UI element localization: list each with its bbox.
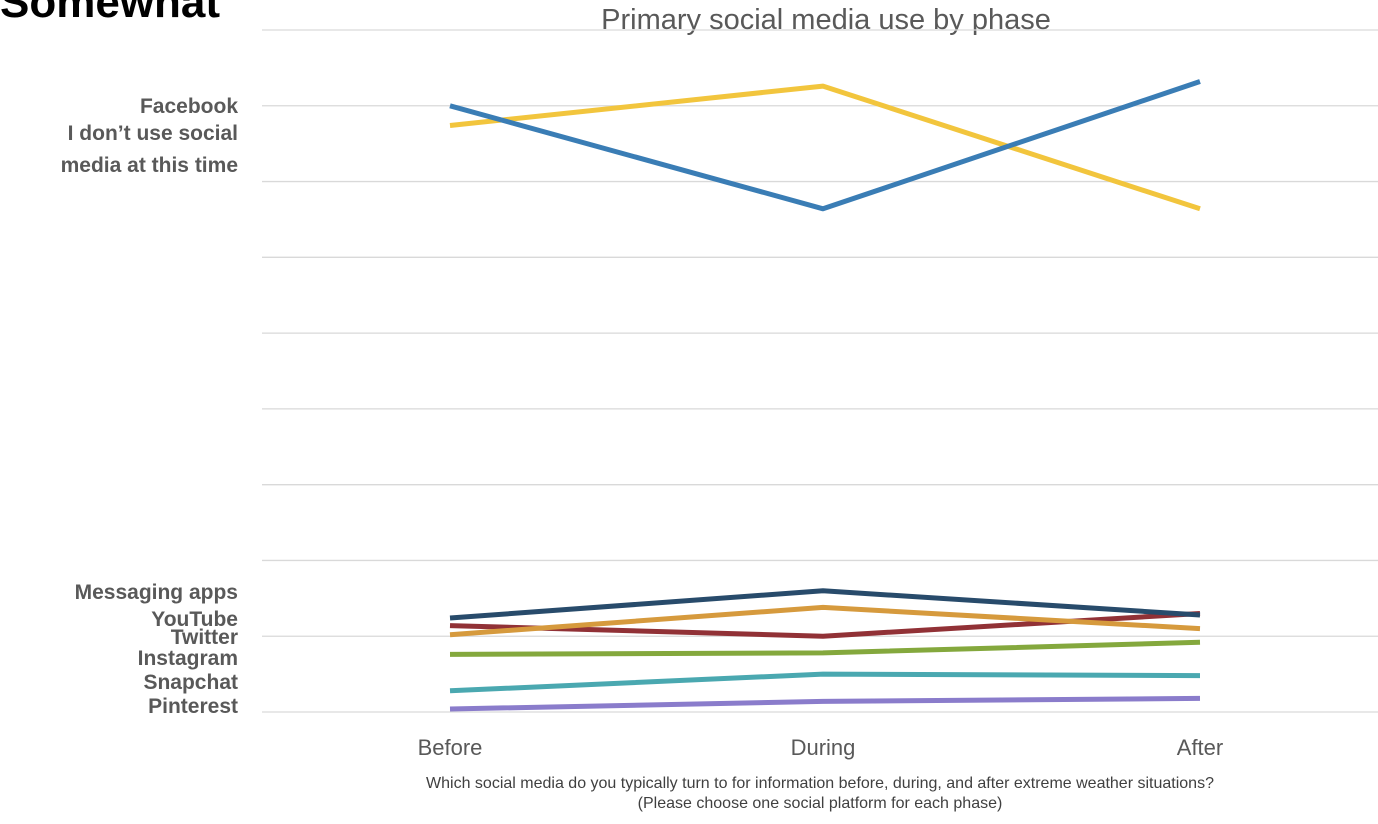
- x-axis-ticks: Before During After: [418, 735, 1224, 760]
- series-label: YouTube: [151, 608, 238, 631]
- chart-title: Primary social media use by phase: [601, 4, 1051, 36]
- series-labels: Facebook I don’t use social media at this …: [61, 95, 239, 718]
- series-label: media at this time: [61, 154, 238, 177]
- cut-off-heading: Somewhat: [0, 0, 221, 27]
- chart-caption: Which social media do you typically turn…: [262, 774, 1378, 814]
- series-label: Pinterest: [148, 695, 238, 718]
- series-line-youtube: [449, 604, 1201, 638]
- series-label: Messaging apps: [75, 581, 238, 604]
- series-line-snapchat: [449, 671, 1201, 694]
- gridlines: [262, 29, 1378, 713]
- x-tick-label: After: [1177, 735, 1223, 760]
- series-line-facebook: [449, 79, 1201, 212]
- series-label: I don’t use social: [68, 122, 238, 145]
- series-line-messaging-apps: [449, 588, 1201, 621]
- x-tick-label: Before: [418, 735, 483, 760]
- series-line-pinterest: [449, 695, 1201, 712]
- series-line-i-don-t-use-social-media-at-this-time: [449, 83, 1201, 212]
- caption-line-1: Which social media do you typically turn…: [426, 775, 1214, 792]
- x-tick-label: During: [791, 735, 856, 760]
- series-label: Twitter: [171, 626, 238, 649]
- series-line-instagram: [449, 639, 1201, 657]
- caption-line-2: (Please choose one social platform for e…: [637, 795, 1003, 812]
- series-label: Snapchat: [143, 671, 238, 694]
- series-lines: [449, 79, 1201, 712]
- series-label: Instagram: [138, 647, 238, 670]
- series-label: Facebook: [140, 95, 238, 118]
